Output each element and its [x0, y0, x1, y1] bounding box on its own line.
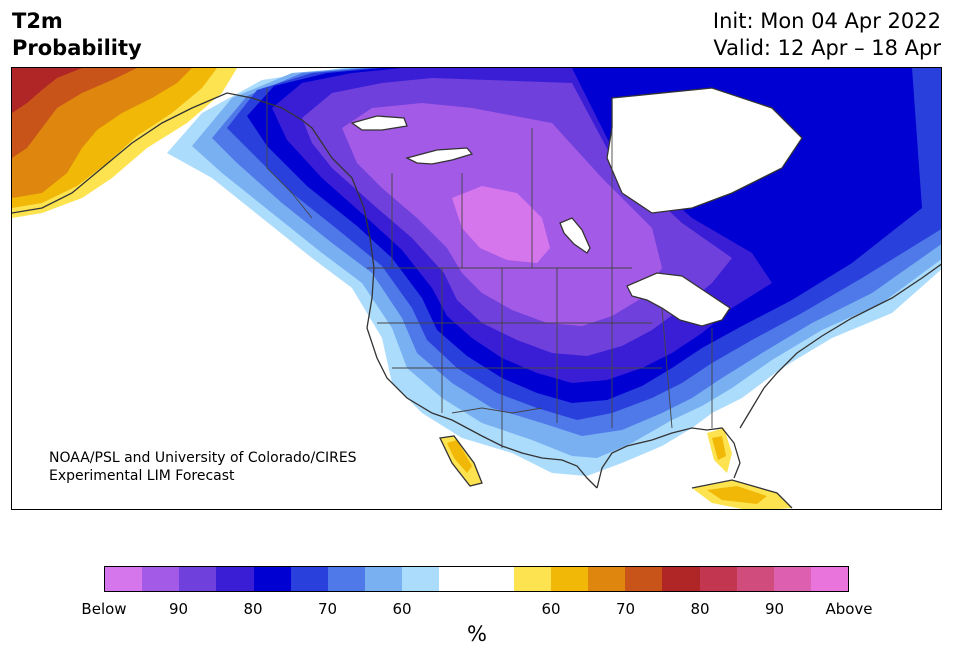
valid-date: Valid: 12 Apr – 18 Apr [713, 36, 941, 60]
credit-line-2: Experimental LIM Forecast [49, 468, 235, 484]
colorbar [104, 566, 849, 592]
band-above-70-alaska [12, 68, 137, 158]
map-title: T2m Probability [12, 8, 142, 62]
probability-map [11, 67, 942, 510]
colorbar-swatch [476, 567, 514, 591]
colorbar-swatch [439, 567, 477, 591]
colorbar-tick-label: 90 [764, 600, 785, 618]
colorbar-unit: % [467, 622, 487, 646]
colorbar-swatch [216, 567, 254, 591]
band-below-100 [452, 186, 550, 263]
band-above-60-cuba [707, 486, 767, 504]
colorbar-swatch [699, 567, 737, 591]
colorbar-swatch [550, 567, 589, 591]
great-lakes [627, 273, 730, 326]
credit-text: NOAA/PSL and University of Colorado/CIRE… [49, 449, 357, 485]
colorbar-swatch [142, 567, 180, 591]
colorbar-tick-label: 80 [243, 600, 263, 618]
lake-winnipeg [560, 218, 590, 253]
political-borders [266, 88, 713, 448]
map-svg [12, 68, 941, 509]
colorbar-swatch [513, 567, 551, 591]
colorbar-swatch [365, 567, 403, 591]
colorbar-swatch [810, 567, 849, 591]
credit-line-1: NOAA/PSL and University of Colorado/CIRE… [49, 450, 357, 466]
colorbar-tick-label: 70 [317, 600, 338, 618]
colorbar-tick-label: 60 [392, 600, 412, 618]
colorbar-swatch [736, 567, 774, 591]
title-variable: T2m [12, 9, 63, 33]
colorbar-tick-label: 70 [615, 600, 636, 618]
colorbar-swatch [105, 567, 143, 591]
band-above-60-florida [712, 436, 726, 460]
colorbar-swatch [179, 567, 217, 591]
colorbar-tick-label: 80 [690, 600, 710, 618]
band-above-80-alaska [12, 68, 82, 113]
colorbar-tick-label: 90 [168, 600, 189, 618]
init-date: Init: Mon 04 Apr 2022 [712, 9, 941, 33]
colorbar-swatch [402, 567, 440, 591]
band-above-60-baja [447, 440, 472, 473]
great-slave-lake [407, 148, 472, 164]
colorbar-swatch [662, 567, 700, 591]
colorbar-swatch [253, 567, 291, 591]
colorbar-tick-label: Below [81, 600, 127, 618]
colorbar-swatch [625, 567, 663, 591]
colorbar-tick-label: Above [825, 600, 873, 618]
colorbar-swatch [290, 567, 328, 591]
title-type: Probability [12, 36, 142, 60]
colorbar-swatch [588, 567, 626, 591]
colorbar-tick-label: 60 [541, 600, 561, 618]
date-info: Init: Mon 04 Apr 2022 Valid: 12 Apr – 18… [713, 8, 941, 62]
colorbar-swatch [773, 567, 811, 591]
colorbar-swatch [327, 567, 366, 591]
